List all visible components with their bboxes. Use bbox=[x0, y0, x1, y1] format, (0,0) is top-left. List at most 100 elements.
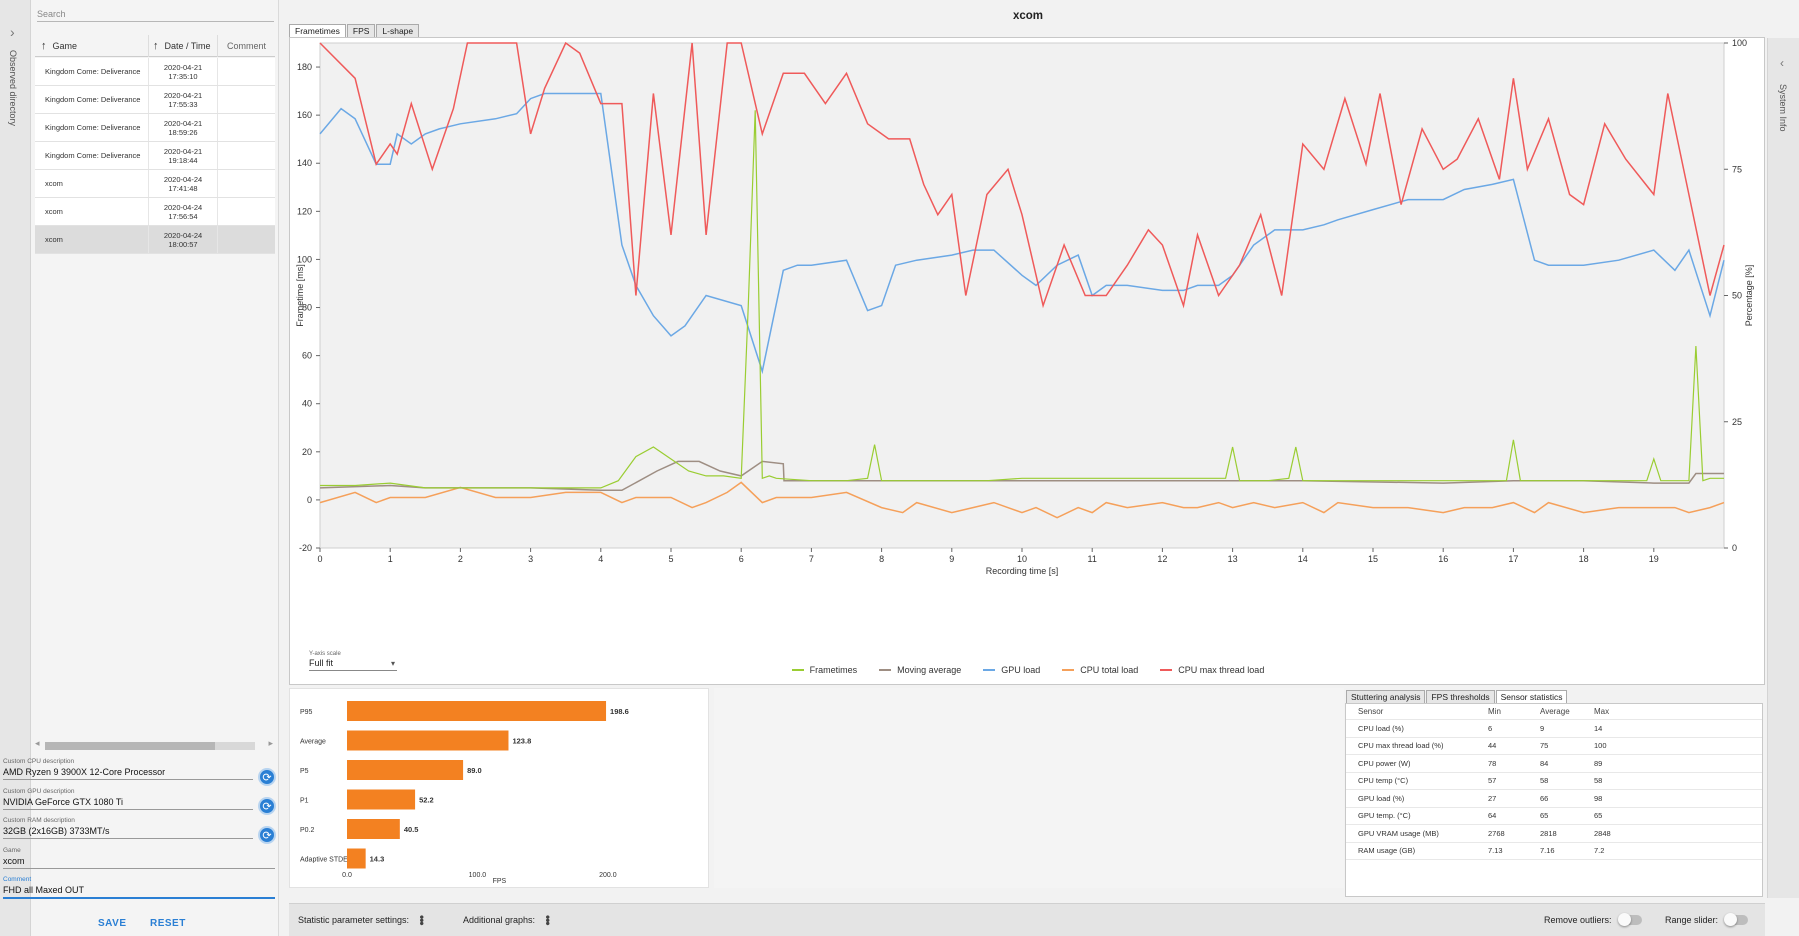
tab-frametimes[interactable]: Frametimes bbox=[289, 24, 346, 37]
game-field[interactable]: Game xcom bbox=[3, 847, 275, 869]
x-tick-label: 13 bbox=[1228, 554, 1238, 564]
legend-gpu-load[interactable]: GPU load bbox=[983, 665, 1040, 675]
column-header-date[interactable]: ↑ Date / Time bbox=[149, 35, 218, 57]
table-row: GPU temp. (°C) 64 65 65 bbox=[1346, 808, 1762, 825]
bar-x-tick-label: 0.0 bbox=[342, 872, 352, 879]
additional-graphs[interactable]: Additional graphs: ••• bbox=[463, 915, 556, 925]
sort-arrow-icon: ↑ bbox=[153, 40, 159, 52]
bar-category-label: P1 bbox=[300, 798, 309, 805]
x-tick-label: 8 bbox=[879, 554, 884, 564]
bar-x-axis-label: FPS bbox=[493, 878, 507, 885]
tab-fps-thresholds[interactable]: FPS thresholds bbox=[1426, 690, 1495, 703]
frametime-chart-panel: -20 0 20 40 60 80 100 120 140 160 180 0 25 50 75 100 0 1 2… bbox=[289, 37, 1765, 685]
refresh-gpu-icon[interactable]: ⟳ bbox=[258, 797, 276, 815]
comment-field[interactable]: Comment FHD all Maxed OUT bbox=[3, 876, 275, 899]
scroll-right-icon[interactable]: ▸ bbox=[268, 738, 273, 748]
refresh-ram-icon[interactable]: ⟳ bbox=[258, 826, 276, 844]
bar-value-label: 89.0 bbox=[467, 766, 482, 775]
cpu-description-field[interactable]: Custom CPU description AMD Ryzen 9 3900X… bbox=[3, 758, 253, 780]
tab-l-shape[interactable]: L-shape bbox=[376, 24, 420, 37]
more-vert-icon[interactable]: ••• bbox=[415, 915, 430, 925]
bar bbox=[347, 848, 366, 869]
legend-cpu-max-thread-load[interactable]: CPU max thread load bbox=[1160, 665, 1264, 675]
series-cpu-max-thread-load bbox=[319, 41, 1725, 309]
bar-value-label: 14.3 bbox=[370, 855, 385, 864]
tab-stuttering-analysis[interactable]: Stuttering analysis bbox=[1346, 690, 1426, 703]
refresh-cpu-icon[interactable]: ⟳ bbox=[258, 768, 276, 786]
sensor-statistics-table: Sensor Min Average Max CPU load (%) 6 9 14 CPU… bbox=[1345, 703, 1763, 897]
x-tick-label: 9 bbox=[949, 554, 954, 564]
column-header-game[interactable]: ↑ Game bbox=[35, 35, 149, 57]
legend-moving-average[interactable]: Moving average bbox=[879, 665, 961, 675]
column-header-comment[interactable]: Comment bbox=[226, 41, 266, 51]
system-info-strip[interactable]: ‹ System Info bbox=[1767, 38, 1799, 898]
reset-button[interactable]: RESET bbox=[150, 918, 186, 929]
stats-header: Sensor Min Average Max bbox=[1346, 704, 1762, 720]
x-tick-label: 15 bbox=[1368, 554, 1378, 564]
y-tick-label: 40 bbox=[302, 399, 312, 409]
table-row[interactable]: Kingdom Come: Deliverance 2020-04-21 19:1… bbox=[35, 142, 275, 170]
session-list: Kingdom Come: Deliverance 2020-04-21 17:3… bbox=[35, 58, 275, 254]
gpu-description-field[interactable]: Custom GPU description NVIDIA GeForce GT… bbox=[3, 788, 253, 810]
observed-directory-strip[interactable]: › Observed directory bbox=[0, 0, 31, 936]
system-info-label: System Info bbox=[1778, 84, 1788, 132]
remove-outliers-toggle[interactable] bbox=[1617, 913, 1642, 926]
x-tick-label: 6 bbox=[739, 554, 744, 564]
x-tick-label: 11 bbox=[1088, 554, 1097, 564]
series-gpu-load bbox=[319, 92, 1725, 375]
table-row[interactable]: xcom 2020-04-24 17:56:54 bbox=[35, 198, 275, 226]
ram-description-field[interactable]: Custom RAM description 32GB (2x16GB) 373… bbox=[3, 817, 253, 839]
table-header: ↑ Game ↑ Date / Time Comment bbox=[35, 35, 275, 57]
table-row: GPU load (%) 27 66 98 bbox=[1346, 790, 1762, 808]
x-tick-label: 19 bbox=[1649, 554, 1659, 564]
table-row[interactable]: Kingdom Come: Deliverance 2020-04-21 17:5… bbox=[35, 86, 275, 114]
range-slider-toggle[interactable] bbox=[1724, 913, 1749, 926]
x-tick-label: 16 bbox=[1438, 554, 1448, 564]
scrollbar-thumb[interactable] bbox=[45, 742, 215, 750]
table-row: RAM usage (GB) 7.13 7.16 7.2 bbox=[1346, 843, 1762, 860]
table-row[interactable]: Kingdom Come: Deliverance 2020-04-21 17:3… bbox=[35, 58, 275, 86]
page-title: xcom bbox=[1012, 10, 1044, 22]
table-row: GPU VRAM usage (MB) 2768 2818 2848 bbox=[1346, 825, 1762, 843]
series-frametimes bbox=[320, 110, 1724, 489]
save-button[interactable]: SAVE bbox=[98, 918, 127, 929]
tab-sensor-statistics[interactable]: Sensor statistics bbox=[1495, 690, 1568, 703]
table-row: CPU power (W) 78 84 89 bbox=[1346, 755, 1762, 773]
x-tick-label: 12 bbox=[1157, 554, 1167, 564]
session-panel: ↑Game ↑Date / Time Comment Kingdom Come:… bbox=[31, 0, 279, 936]
horizontal-scrollbar[interactable]: ◂ ▸ bbox=[35, 738, 275, 750]
table-row: CPU temp (°C) 57 58 58 bbox=[1346, 773, 1762, 790]
y-axis-label: Frametime [ms] bbox=[295, 264, 305, 327]
fps-bar-chart: P95 198.6 Average 123.8 P5 89.0 P1 52.2 P0.2 40.5… bbox=[300, 701, 629, 885]
more-vert-icon[interactable]: ••• bbox=[541, 915, 556, 925]
plot-area bbox=[319, 42, 1725, 549]
table-row-selected[interactable]: xcom 2020-04-24 18:00:57 bbox=[35, 226, 275, 254]
statistic-parameter-settings[interactable]: Statistic parameter settings: ••• bbox=[298, 915, 430, 925]
chevron-left-icon[interactable]: ‹ bbox=[1780, 56, 1784, 70]
bar-value-label: 198.6 bbox=[610, 707, 629, 716]
scroll-left-icon[interactable]: ◂ bbox=[35, 738, 40, 748]
y-tick-label: 20 bbox=[302, 447, 312, 457]
table-row[interactable]: xcom 2020-04-24 17:41:48 bbox=[35, 170, 275, 198]
x-tick-label: 0 bbox=[317, 554, 322, 564]
y-axis-scale-select[interactable]: Y-axis scale Full fit bbox=[309, 651, 397, 671]
legend-frametimes[interactable]: Frametimes bbox=[791, 665, 857, 675]
empty-panel bbox=[714, 688, 1344, 888]
x-tick-label: 7 bbox=[809, 554, 814, 564]
chevron-right-icon[interactable]: › bbox=[10, 24, 15, 40]
bar-category-label: P5 bbox=[300, 768, 309, 775]
y-tick-label: 60 bbox=[302, 351, 312, 361]
y-tick-label: 180 bbox=[297, 62, 312, 72]
observed-directory-label: Observed directory bbox=[8, 50, 18, 127]
sort-arrow-icon: ↑ bbox=[41, 40, 47, 52]
y-tick-label: 120 bbox=[297, 206, 312, 216]
y-tick-label: 0 bbox=[307, 495, 312, 505]
x-tick-label: 2 bbox=[458, 554, 463, 564]
tab-fps[interactable]: FPS bbox=[346, 24, 376, 37]
legend-cpu-total-load[interactable]: CPU total load bbox=[1062, 665, 1138, 675]
table-row[interactable]: Kingdom Come: Deliverance 2020-04-21 18:5… bbox=[35, 114, 275, 142]
x-tick-label: 1 bbox=[388, 554, 393, 564]
bottom-toolbar: Statistic parameter settings: ••• Additi… bbox=[289, 903, 1765, 936]
search-input[interactable] bbox=[37, 6, 274, 22]
